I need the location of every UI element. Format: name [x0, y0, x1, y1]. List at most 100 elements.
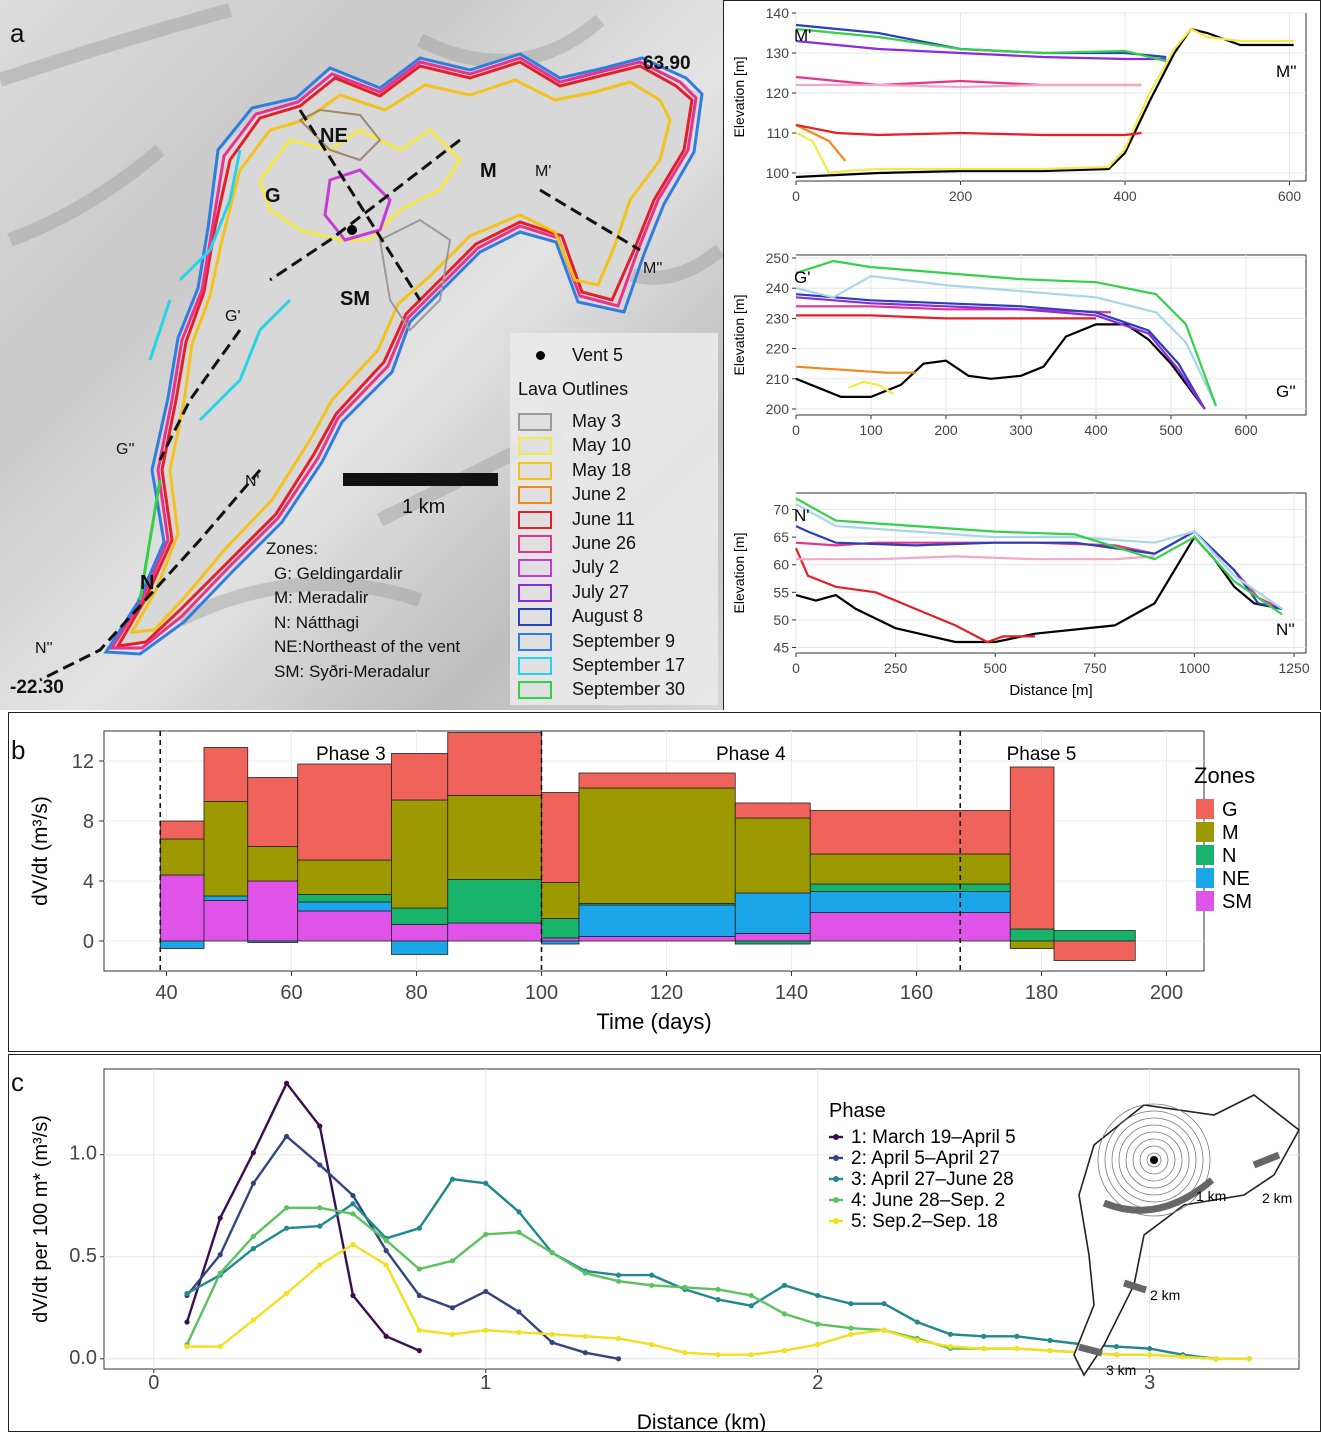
series-point: [250, 1233, 256, 1239]
legend-swatch: [518, 608, 552, 627]
bar-segment-sm: [159, 874, 205, 942]
phase-label: Phase 4: [716, 744, 786, 765]
y-tick-label: 0.5: [69, 1245, 97, 1267]
bar-segment-m: [809, 853, 1011, 885]
y-axis-title: Elevation [m]: [731, 295, 747, 376]
bar-segment-ne: [541, 940, 580, 945]
y-tick-label: 230: [766, 310, 790, 326]
vent-dot-icon: [536, 351, 545, 360]
x-tick-label: 0: [148, 1372, 159, 1394]
inset-band: [1252, 1151, 1281, 1169]
series-line: [795, 497, 1283, 616]
y-tick-label: 8: [83, 811, 94, 833]
bar-segment-g: [578, 772, 736, 789]
y-tick-label: 220: [766, 341, 790, 357]
series-point: [1113, 1352, 1120, 1358]
scale-bar: [343, 473, 498, 486]
zone-key-item: N: Nátthagi: [274, 612, 360, 632]
series-point: [715, 1286, 721, 1293]
series-point: [1014, 1333, 1020, 1339]
bar-segment-sm: [734, 933, 811, 942]
phase-label: Phase 3: [316, 744, 386, 765]
series-point: [217, 1343, 223, 1350]
legend-swatch: [518, 632, 552, 651]
series-line: [186, 1134, 619, 1360]
bar-segment-ne: [578, 904, 736, 937]
lava-outlines: [103, 52, 704, 656]
series-point: [615, 1356, 622, 1362]
series-line: [795, 274, 1217, 407]
series-point: [715, 1297, 721, 1303]
x-axis-title: Distance (km): [637, 1411, 767, 1431]
series-point: [748, 1352, 754, 1358]
series-point: [748, 1292, 754, 1299]
inset-label: 2 km: [1262, 1190, 1292, 1206]
bar-segment-sm: [541, 937, 580, 942]
bar-segment-n: [734, 940, 811, 945]
series-line: [795, 535, 1283, 644]
legend-outline-label: May 18: [572, 459, 632, 480]
map-canvas: [0, 3, 723, 682]
series-point: [914, 1337, 920, 1344]
series-line: [795, 293, 1206, 410]
inset-band: [1078, 1343, 1103, 1357]
series-point: [848, 1331, 854, 1337]
series-point: [1047, 1337, 1053, 1344]
profile-label-m-start: M': [535, 163, 552, 180]
zones-key: Zones: G: Geldingardalir M: Meradalir N:…: [266, 537, 460, 684]
series-point: [350, 1241, 356, 1248]
x-tick-label: 140: [775, 982, 808, 1004]
series-point: [615, 1272, 622, 1278]
series-point: [615, 1278, 622, 1284]
series-point: [781, 1282, 788, 1288]
x-tick-label: 0: [792, 660, 800, 676]
inset-ring: [1097, 1103, 1211, 1217]
bar-segment-m: [734, 817, 811, 894]
bar-segment-n: [1009, 928, 1055, 942]
legend-swatch: [518, 681, 552, 700]
y-tick-label: 210: [766, 371, 790, 387]
lava-field-fill: [110, 55, 700, 650]
series-point: [649, 1282, 655, 1288]
series-line: [795, 323, 1206, 410]
series-point: [1213, 1356, 1219, 1362]
legend-label: G: [1222, 799, 1238, 821]
x-tick-label: 1250: [1278, 660, 1309, 676]
inset-ring: [1139, 1145, 1169, 1175]
x-axis-title: Time (days): [596, 1009, 711, 1034]
inset-label: 1 km: [1196, 1188, 1226, 1204]
elevation-profiles-panel: 0 200 400 600 100 110 120 130 140 Elevation [m] M'…: [723, 0, 1321, 710]
series-point: [1180, 1354, 1186, 1360]
bar-segment-m: [247, 846, 299, 882]
series-point: [283, 1225, 290, 1231]
lava-outline-map: a NE G M SM N M' M'' G' G'' N' N'' 63.90…: [0, 0, 723, 710]
legend-swatch: [518, 559, 552, 578]
x-tick-label: 0: [792, 422, 800, 438]
legend-swatch: [1196, 868, 1214, 888]
bar-segment-ne: [809, 891, 1011, 913]
series-line: [794, 547, 1036, 644]
bar-segment-m: [541, 882, 580, 919]
inset-ring: [1125, 1131, 1183, 1189]
y-axis-title: Elevation [m]: [731, 533, 747, 614]
series-point: [1014, 1345, 1020, 1352]
series-point: [383, 1333, 389, 1339]
series-point: [416, 1292, 422, 1299]
y-tick-label: 120: [766, 85, 790, 101]
y-tick-label: 60: [773, 557, 789, 573]
series-point: [317, 1223, 323, 1229]
phase-label: Phase 5: [1007, 744, 1077, 765]
legend-outline-label: September 17: [572, 655, 686, 675]
series-point: [649, 1272, 655, 1278]
bar-segment-ne: [734, 892, 811, 934]
profile-end-label: M'': [1276, 62, 1297, 81]
legend-label: NE: [1222, 868, 1250, 890]
plot-area: [795, 12, 1307, 182]
legend-label: 3: April 27–June 28: [851, 1169, 1014, 1190]
inset-ring: [1146, 1152, 1162, 1168]
legend-key-point: [833, 1134, 839, 1140]
bar-segment-g: [809, 810, 1011, 855]
x-axis-title: Distance [m]: [1009, 682, 1092, 699]
series-point: [881, 1327, 887, 1333]
legend-swatch: [518, 657, 552, 675]
